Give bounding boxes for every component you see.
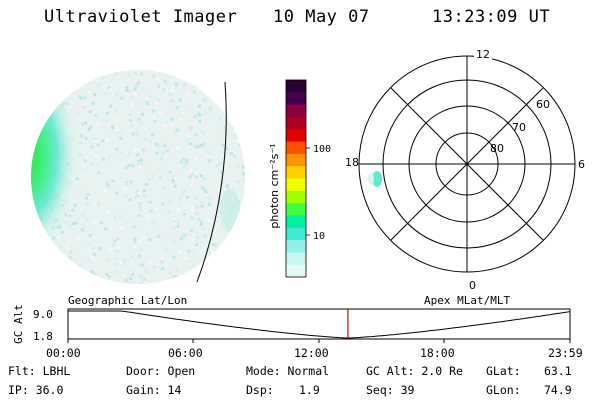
mlat-label-70: 70 bbox=[512, 121, 526, 134]
door-status: Door: Open bbox=[126, 364, 196, 378]
uv-earth-image bbox=[31, 70, 245, 284]
dsp-label: Dsp: bbox=[246, 383, 274, 397]
dsp-value: 1.9 bbox=[299, 383, 320, 397]
gc-alt-status: GC Alt: 2.0 Re bbox=[366, 364, 463, 378]
glon-value: 74.9 bbox=[544, 383, 572, 397]
mlt-label-0: 0 bbox=[469, 279, 476, 292]
colorbar-segment bbox=[286, 153, 306, 167]
colorbar-segment bbox=[286, 252, 306, 266]
polar-diagonal-b bbox=[390, 87, 544, 241]
observation-date: 10 May 07 bbox=[273, 7, 370, 27]
colorbar-segment bbox=[286, 166, 306, 180]
mlat-label-80: 80 bbox=[490, 142, 504, 155]
observation-time: 13:23:09 UT bbox=[432, 7, 551, 27]
mlt-label-12: 12 bbox=[476, 48, 490, 61]
colorbar-segment bbox=[286, 203, 306, 217]
colorbar-tick-label-10: 10 bbox=[313, 231, 325, 242]
altitude-ytick-1-8: 1.8 bbox=[33, 330, 53, 343]
polar-mlt-plot: 12 6 0 18 60 70 80 bbox=[345, 47, 585, 292]
colorbar-segment bbox=[286, 227, 306, 241]
colorbar-segment bbox=[286, 116, 306, 130]
color-bar: 100 10 photon cm⁻²s⁻¹ bbox=[268, 79, 331, 278]
time-tick-2359: 23:59 bbox=[548, 346, 583, 360]
time-tick-1200: 12:00 bbox=[294, 346, 329, 360]
polar-aurora-halo bbox=[368, 173, 374, 185]
seq-status: Seq: 39 bbox=[366, 383, 415, 397]
time-tick-1800: 18:00 bbox=[420, 346, 455, 360]
time-tick-0000: 00:00 bbox=[46, 346, 81, 360]
filter-status: Flt: LBHL bbox=[8, 364, 71, 378]
altitude-panel: Geographic Lat/Lon Apex MLat/MLT GC Alt … bbox=[12, 294, 583, 360]
colorbar-segment bbox=[286, 80, 306, 93]
apex-caption: Apex MLat/MLT bbox=[424, 294, 510, 307]
ip-status: IP: 36.0 bbox=[8, 383, 64, 397]
altitude-ylabel: GC Alt bbox=[12, 304, 25, 344]
colorbar-segment bbox=[286, 215, 306, 229]
colorbar-segment bbox=[286, 92, 306, 106]
altitude-curve bbox=[68, 310, 571, 339]
mode-status: Mode: Normal bbox=[246, 364, 330, 378]
glon-label: GLon: bbox=[486, 383, 521, 397]
glat-label: GLat: bbox=[486, 364, 521, 378]
colorbar-segment bbox=[286, 178, 306, 192]
colorbar-tick-label-100: 100 bbox=[313, 144, 331, 155]
mlt-label-18: 18 bbox=[345, 156, 359, 169]
glat-value: 63.1 bbox=[544, 364, 572, 378]
colorbar-units-label: photon cm⁻²s⁻¹ bbox=[268, 143, 281, 228]
mlt-label-6: 6 bbox=[578, 158, 585, 171]
instrument-title: Ultraviolet Imager bbox=[44, 7, 238, 27]
time-tick-0600: 06:00 bbox=[168, 346, 203, 360]
mlat-label-60: 60 bbox=[536, 98, 550, 111]
altitude-frame bbox=[67, 308, 571, 340]
colorbar-segment bbox=[286, 141, 306, 155]
colorbar-segment bbox=[286, 264, 306, 278]
colorbar-segment bbox=[286, 104, 306, 118]
colorbar-segment bbox=[286, 240, 306, 253]
aurora-oval-region bbox=[31, 73, 110, 257]
colorbar-segment bbox=[286, 190, 306, 204]
altitude-ytick-9: 9.0 bbox=[33, 308, 53, 321]
limb-glow bbox=[220, 188, 240, 232]
geographic-caption: Geographic Lat/Lon bbox=[68, 294, 187, 307]
polar-aurora-blob bbox=[372, 171, 382, 187]
gain-status: Gain: 14 bbox=[126, 383, 182, 397]
terminator-line bbox=[196, 81, 227, 283]
colorbar-segment bbox=[286, 129, 306, 143]
